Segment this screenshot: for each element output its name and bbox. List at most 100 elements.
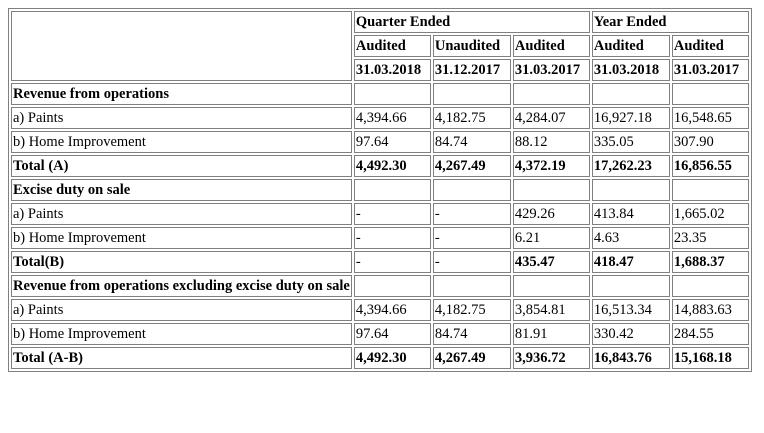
table-cell: 16,927.18: [591, 107, 670, 129]
table-cell: [432, 179, 511, 201]
table-cell: 15,168.18: [671, 347, 749, 369]
row-label: b) Home Improvement: [11, 323, 352, 345]
table-cell: [512, 83, 590, 105]
row-label: a) Paints: [11, 203, 352, 225]
table-cell: 435.47: [512, 251, 590, 273]
table-cell: [591, 179, 670, 201]
table-cell: 4,182.75: [432, 107, 511, 129]
table-row: a) Paints 4,394.66 4,182.75 4,284.07 16,…: [11, 107, 749, 129]
table-cell: 284.55: [671, 323, 749, 345]
table-row: a) Paints 4,394.66 4,182.75 3,854.81 16,…: [11, 299, 749, 321]
status-header: Audited: [591, 35, 670, 57]
table-cell: -: [353, 203, 431, 225]
date-header: 31.03.2018: [353, 59, 431, 81]
row-label: b) Home Improvement: [11, 131, 352, 153]
table-row: b) Home Improvement - - 6.21 4.63 23.35: [11, 227, 749, 249]
header-row-periods: Quarter Ended Year Ended: [11, 11, 749, 81]
table-cell: -: [432, 251, 511, 273]
table-cell: 4,394.66: [353, 299, 431, 321]
section-label: Revenue from operations: [11, 83, 352, 105]
table-cell: 23.35: [671, 227, 749, 249]
financial-results-table: Quarter Ended Year Ended Audited Unaudit…: [8, 8, 752, 372]
table-cell: 335.05: [591, 131, 670, 153]
table-cell: -: [353, 251, 431, 273]
table-cell: 84.74: [432, 131, 511, 153]
row-label: a) Paints: [11, 107, 352, 129]
table-cell: [353, 179, 431, 201]
date-header: 31.03.2017: [671, 59, 749, 81]
table-cell: -: [353, 227, 431, 249]
table-cell: 81.91: [512, 323, 590, 345]
table-cell: 4,267.49: [432, 155, 511, 177]
table-cell: [671, 83, 749, 105]
table-cell: 418.47: [591, 251, 670, 273]
table-cell: 4,394.66: [353, 107, 431, 129]
table-cell: 1,665.02: [671, 203, 749, 225]
table-row: b) Home Improvement 97.64 84.74 81.91 33…: [11, 323, 749, 345]
header-blank-cell: [11, 11, 352, 81]
date-header: 31.03.2017: [512, 59, 590, 81]
table-cell: -: [432, 203, 511, 225]
table-cell: [512, 275, 590, 297]
status-header: Audited: [671, 35, 749, 57]
table-row: a) Paints - - 429.26 413.84 1,665.02: [11, 203, 749, 225]
header-row-status: Audited Unaudited Audited Audited Audite…: [11, 35, 749, 57]
table-cell: 16,548.65: [671, 107, 749, 129]
row-label: a) Paints: [11, 299, 352, 321]
table-cell: 4,372.19: [512, 155, 590, 177]
table-cell: 84.74: [432, 323, 511, 345]
table-cell: 4.63: [591, 227, 670, 249]
table-cell: 16,843.76: [591, 347, 670, 369]
date-header: 31.03.2018: [591, 59, 670, 81]
table-cell: 413.84: [591, 203, 670, 225]
row-label: Total (A-B): [11, 347, 352, 369]
table-cell: [591, 275, 670, 297]
table-cell: 307.90: [671, 131, 749, 153]
table-cell: 6.21: [512, 227, 590, 249]
table-cell: 14,883.63: [671, 299, 749, 321]
table-cell: 88.12: [512, 131, 590, 153]
table-cell: 4,492.30: [353, 347, 431, 369]
table-cell: 330.42: [591, 323, 670, 345]
table-cell: 4,284.07: [512, 107, 590, 129]
table-cell: 1,688.37: [671, 251, 749, 273]
table-cell: 97.64: [353, 131, 431, 153]
section-label: Revenue from operations excluding excise…: [11, 275, 352, 297]
table-cell: [512, 179, 590, 201]
year-ended-header: Year Ended: [591, 11, 749, 33]
table-cell: [432, 83, 511, 105]
table-cell: [432, 275, 511, 297]
table-row: Revenue from operations: [11, 83, 749, 105]
table-cell: 3,854.81: [512, 299, 590, 321]
table-cell: 4,182.75: [432, 299, 511, 321]
table-cell: 16,513.34: [591, 299, 670, 321]
total-row: Total (A) 4,492.30 4,267.49 4,372.19 17,…: [11, 155, 749, 177]
table-cell: 17,262.23: [591, 155, 670, 177]
row-label: b) Home Improvement: [11, 227, 352, 249]
table-cell: [353, 275, 431, 297]
table-row: Excise duty on sale: [11, 179, 749, 201]
row-label: Total (A): [11, 155, 352, 177]
header-row-dates: 31.03.2018 31.12.2017 31.03.2017 31.03.2…: [11, 59, 749, 81]
status-header: Audited: [353, 35, 431, 57]
table-cell: [353, 83, 431, 105]
table-cell: [671, 179, 749, 201]
row-label: Total(B): [11, 251, 352, 273]
table-cell: 4,492.30: [353, 155, 431, 177]
table-cell: -: [432, 227, 511, 249]
table-row: b) Home Improvement 97.64 84.74 88.12 33…: [11, 131, 749, 153]
total-row: Total(B) - - 435.47 418.47 1,688.37: [11, 251, 749, 273]
quarter-ended-header: Quarter Ended: [353, 11, 590, 33]
status-header: Unaudited: [432, 35, 511, 57]
table-cell: 16,856.55: [671, 155, 749, 177]
table-cell: 3,936.72: [512, 347, 590, 369]
table-row: Revenue from operations excluding excise…: [11, 275, 749, 297]
date-header: 31.12.2017: [432, 59, 511, 81]
section-label: Excise duty on sale: [11, 179, 352, 201]
table-cell: 97.64: [353, 323, 431, 345]
table-cell: 429.26: [512, 203, 590, 225]
status-header: Audited: [512, 35, 590, 57]
table-cell: [591, 83, 670, 105]
table-cell: 4,267.49: [432, 347, 511, 369]
table-cell: [671, 275, 749, 297]
